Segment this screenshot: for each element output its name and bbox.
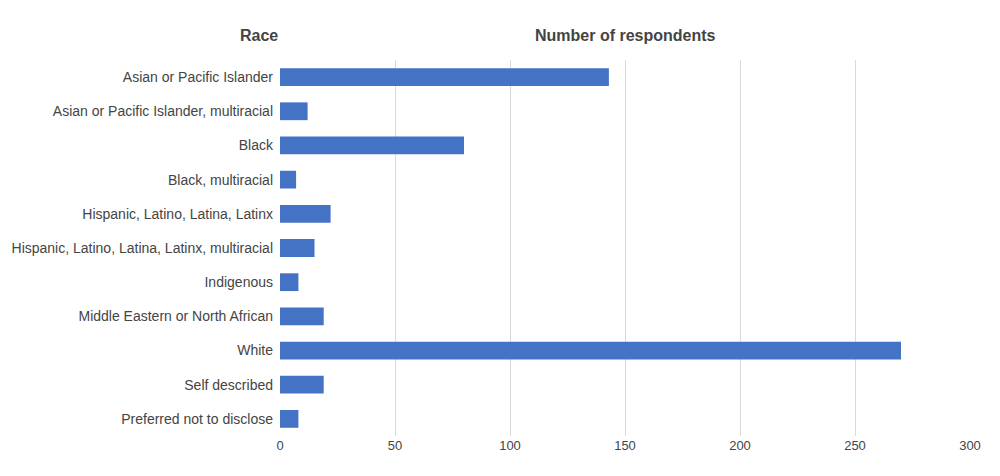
svg-text:300: 300 [959,438,981,453]
svg-text:Hispanic, Latino, Latina, Lati: Hispanic, Latino, Latina, Latinx, multir… [12,240,273,256]
svg-text:250: 250 [844,438,866,453]
svg-text:Race: Race [240,27,278,44]
svg-text:200: 200 [729,438,751,453]
svg-text:0: 0 [276,438,283,453]
svg-text:Black, multiracial: Black, multiracial [168,172,273,188]
svg-text:100: 100 [499,438,521,453]
svg-text:Indigenous: Indigenous [204,274,273,290]
svg-text:150: 150 [614,438,636,453]
svg-text:50: 50 [388,438,402,453]
svg-text:Asian or Pacific Islander, mul: Asian or Pacific Islander, multiracial [53,103,273,119]
svg-text:Asian or Pacific Islander: Asian or Pacific Islander [123,69,274,85]
svg-text:Number of respondents: Number of respondents [535,27,716,44]
svg-text:Hispanic, Latino, Latina, Lati: Hispanic, Latino, Latina, Latinx [82,206,273,222]
svg-text:Self described: Self described [184,377,273,393]
svg-text:White: White [237,342,273,358]
svg-text:Preferred not to disclose: Preferred not to disclose [121,411,273,427]
svg-text:Black: Black [239,137,274,153]
svg-text:Middle Eastern or North Africa: Middle Eastern or North African [78,308,273,324]
